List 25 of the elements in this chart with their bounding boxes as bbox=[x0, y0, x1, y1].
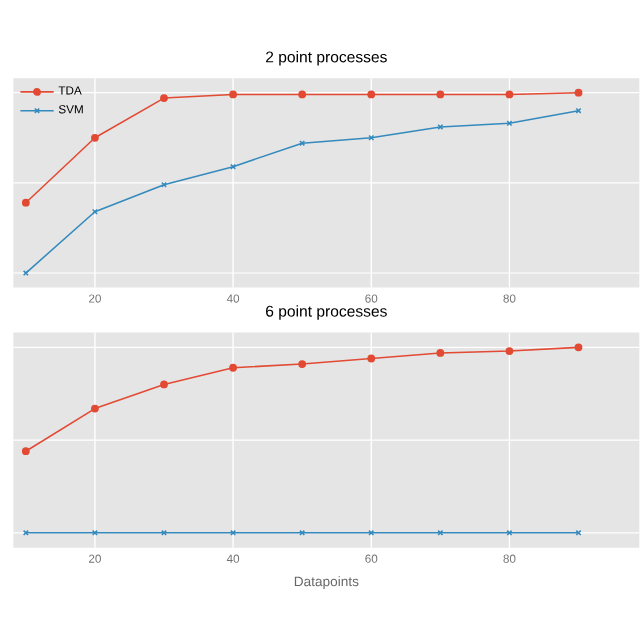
point bbox=[298, 90, 307, 99]
point bbox=[160, 94, 168, 103]
point bbox=[436, 90, 445, 99]
point bbox=[299, 529, 306, 536]
point bbox=[436, 349, 445, 357]
point bbox=[91, 133, 99, 142]
point bbox=[574, 343, 583, 352]
point bbox=[229, 363, 237, 372]
point bbox=[505, 90, 514, 99]
point bbox=[367, 354, 376, 363]
point bbox=[574, 88, 583, 97]
point bbox=[160, 380, 168, 389]
point bbox=[367, 90, 376, 99]
point bbox=[368, 134, 375, 141]
point bbox=[230, 529, 237, 536]
point bbox=[506, 120, 513, 127]
point bbox=[21, 447, 30, 456]
point bbox=[299, 140, 306, 147]
point bbox=[368, 529, 375, 536]
point bbox=[91, 404, 99, 413]
point bbox=[298, 360, 307, 368]
point bbox=[229, 90, 237, 99]
point bbox=[91, 529, 98, 536]
point bbox=[21, 198, 30, 207]
point bbox=[505, 347, 514, 355]
